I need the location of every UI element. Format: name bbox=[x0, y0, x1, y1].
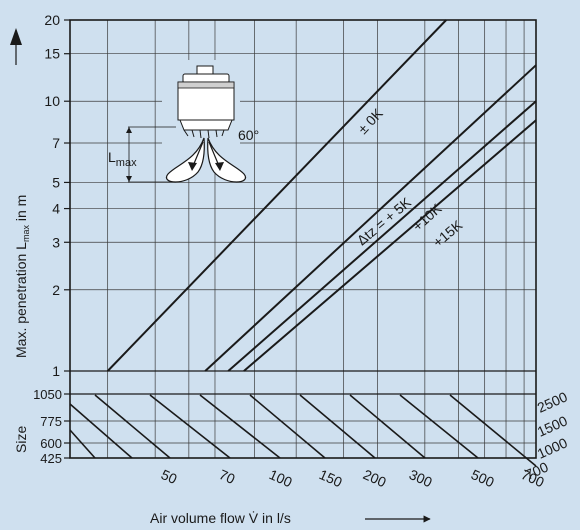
size-band-line bbox=[69, 403, 133, 459]
y-tick-label: 10 bbox=[44, 93, 60, 109]
x-tick-label: 300 bbox=[407, 466, 435, 490]
size-curve-label: 2500 bbox=[535, 388, 570, 415]
x-tick-label: 150 bbox=[317, 466, 345, 490]
size-curve-label: 1500 bbox=[535, 412, 570, 439]
x-tick-label: 500 bbox=[469, 466, 497, 490]
y-axis-label: Max. penetration Lmax in m bbox=[13, 195, 31, 358]
dimension-arrows-icon bbox=[126, 127, 132, 182]
y-tick-label: 5 bbox=[52, 174, 60, 190]
size-band-line bbox=[249, 394, 326, 459]
y-tick-label: 3 bbox=[52, 234, 60, 250]
size-axis-label: Size bbox=[13, 426, 29, 453]
diffuser-illustration bbox=[126, 60, 247, 183]
series-lines bbox=[106, 19, 537, 372]
y-axis-arrow-icon bbox=[10, 28, 22, 45]
size-band-line bbox=[349, 394, 426, 459]
size-band-line bbox=[199, 394, 281, 459]
lmax-label: Lmax bbox=[108, 149, 137, 169]
series-label-15k: +15K bbox=[430, 216, 466, 250]
airflow-arrow-right-icon bbox=[215, 162, 224, 171]
angle-label: 60° bbox=[238, 127, 259, 143]
size-tick-label: 600 bbox=[40, 436, 62, 451]
y-tick-label: 7 bbox=[52, 135, 60, 151]
size-tick-label: 1050 bbox=[33, 387, 62, 402]
y-tick-label: 2 bbox=[52, 282, 60, 298]
series-line-3 bbox=[243, 119, 537, 372]
x-axis-label: Air volume flow V̇ in l/s bbox=[150, 510, 291, 526]
y-tick-label: 1 bbox=[52, 363, 60, 379]
x-tick-label: 50 bbox=[159, 466, 180, 487]
size-band-line bbox=[94, 394, 171, 459]
x-tick-label: 200 bbox=[361, 466, 389, 490]
chart-grid bbox=[70, 19, 536, 459]
size-band-line bbox=[299, 394, 376, 459]
series-label-5k: Δtz = + 5K bbox=[354, 194, 415, 249]
series-line-1 bbox=[204, 64, 537, 372]
x-tick-label: 100 bbox=[267, 466, 295, 490]
size-band-line bbox=[149, 394, 231, 459]
y-tick-label: 4 bbox=[52, 201, 60, 217]
size-band-line bbox=[449, 394, 537, 467]
chart-frame bbox=[69, 19, 537, 459]
x-tick-label: 70 bbox=[217, 466, 238, 487]
y-tick-label: 15 bbox=[44, 46, 60, 62]
series-line-0 bbox=[106, 19, 447, 372]
airflow-arrow-left-icon bbox=[188, 162, 197, 171]
series-line-2 bbox=[227, 100, 537, 372]
size-band-line bbox=[69, 429, 96, 459]
size-tick-label: 425 bbox=[40, 451, 62, 466]
size-tick-label: 775 bbox=[40, 414, 62, 429]
x-tick-labels: 50 70 100 150 200 300 500 700 bbox=[159, 466, 547, 490]
y-tick-label: 20 bbox=[44, 12, 60, 28]
size-band-line bbox=[399, 394, 479, 459]
